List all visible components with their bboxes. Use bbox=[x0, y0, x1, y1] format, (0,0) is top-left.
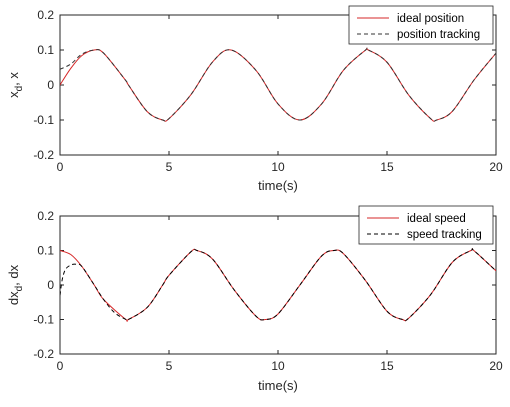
legend-box bbox=[348, 5, 494, 45]
y-tick-label: 0.1 bbox=[37, 43, 54, 57]
speed-chart: 0 5 10 15 20 0.2 0.1 0 -0.1 -0.2 time(s) dxd, dx ide… bbox=[6, 205, 503, 393]
y-axis-label: xd, x bbox=[6, 72, 25, 98]
x-axis-label: time(s) bbox=[258, 178, 298, 193]
y-tick-label: -0.2 bbox=[33, 347, 54, 361]
y-tick-label: -0.1 bbox=[33, 113, 54, 127]
x-tick-label: 20 bbox=[489, 160, 503, 174]
x-tick-label: 10 bbox=[271, 160, 285, 174]
series-line-tracking bbox=[60, 47, 496, 122]
x-tick-label: 15 bbox=[380, 160, 394, 174]
y-tick-label: -0.2 bbox=[33, 148, 54, 162]
series-line-tracking bbox=[60, 248, 496, 322]
legend-entry: position tracking bbox=[397, 29, 480, 41]
series-line-ideal bbox=[60, 47, 496, 122]
y-tick-label: 0 bbox=[47, 78, 54, 92]
series-line-ideal bbox=[60, 248, 496, 322]
plot-area bbox=[60, 248, 496, 322]
y-tick-label: -0.1 bbox=[33, 313, 54, 327]
x-tick-label: 5 bbox=[166, 359, 173, 373]
x-tick-label: 0 bbox=[57, 160, 64, 174]
x-tick-label: 5 bbox=[166, 160, 173, 174]
legend-entry: speed tracking bbox=[407, 229, 482, 241]
legend: ideal position position tracking bbox=[348, 5, 494, 45]
y-axis-label: dxd, dx bbox=[6, 264, 25, 305]
x-tick-label: 15 bbox=[380, 359, 394, 373]
x-axis-label: time(s) bbox=[258, 378, 298, 393]
x-tick-label: 20 bbox=[489, 359, 503, 373]
y-tick-label: 0 bbox=[47, 278, 54, 292]
legend-entry: ideal position bbox=[397, 13, 464, 25]
y-tick-label: 0.2 bbox=[37, 8, 54, 22]
legend: ideal speed speed tracking bbox=[358, 205, 494, 245]
legend-box bbox=[358, 205, 494, 245]
legend-entry: ideal speed bbox=[407, 213, 466, 225]
x-tick-label: 10 bbox=[271, 359, 285, 373]
position-chart: 0 5 10 15 20 0.2 0.1 0 -0.1 -0.2 time(s) xd, x ideal… bbox=[6, 5, 503, 193]
x-tick-label: 0 bbox=[57, 359, 64, 373]
y-tick-label: 0.1 bbox=[37, 244, 54, 258]
y-tick-label: 0.2 bbox=[37, 209, 54, 223]
plot-area bbox=[60, 47, 496, 122]
